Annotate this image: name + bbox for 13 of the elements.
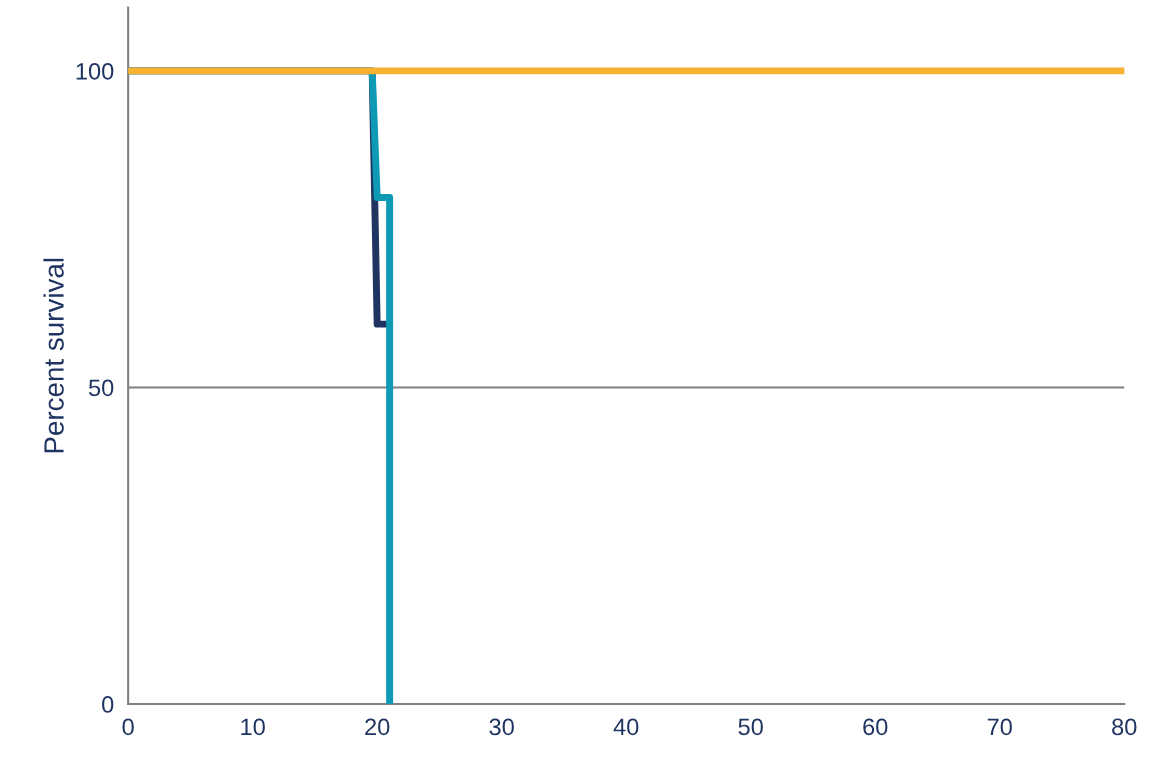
x-tick-label: 10 [241, 718, 265, 736]
y-tick-label: 100 [76, 62, 114, 80]
x-tick-label: 20 [365, 718, 390, 736]
x-tick-label: 50 [738, 718, 763, 736]
y-tick-label: 50 [88, 379, 114, 397]
x-tick-label: 80 [1112, 718, 1137, 736]
x-tick-label: 60 [863, 718, 888, 736]
y-axis-title: Percent survival [43, 258, 64, 453]
y-tick-label: 0 [102, 696, 114, 713]
x-tick-label: 30 [489, 718, 514, 736]
x-tick-label: 0 [122, 718, 134, 736]
x-tick-label: 70 [987, 718, 1012, 736]
x-tick-label: 40 [613, 718, 639, 736]
